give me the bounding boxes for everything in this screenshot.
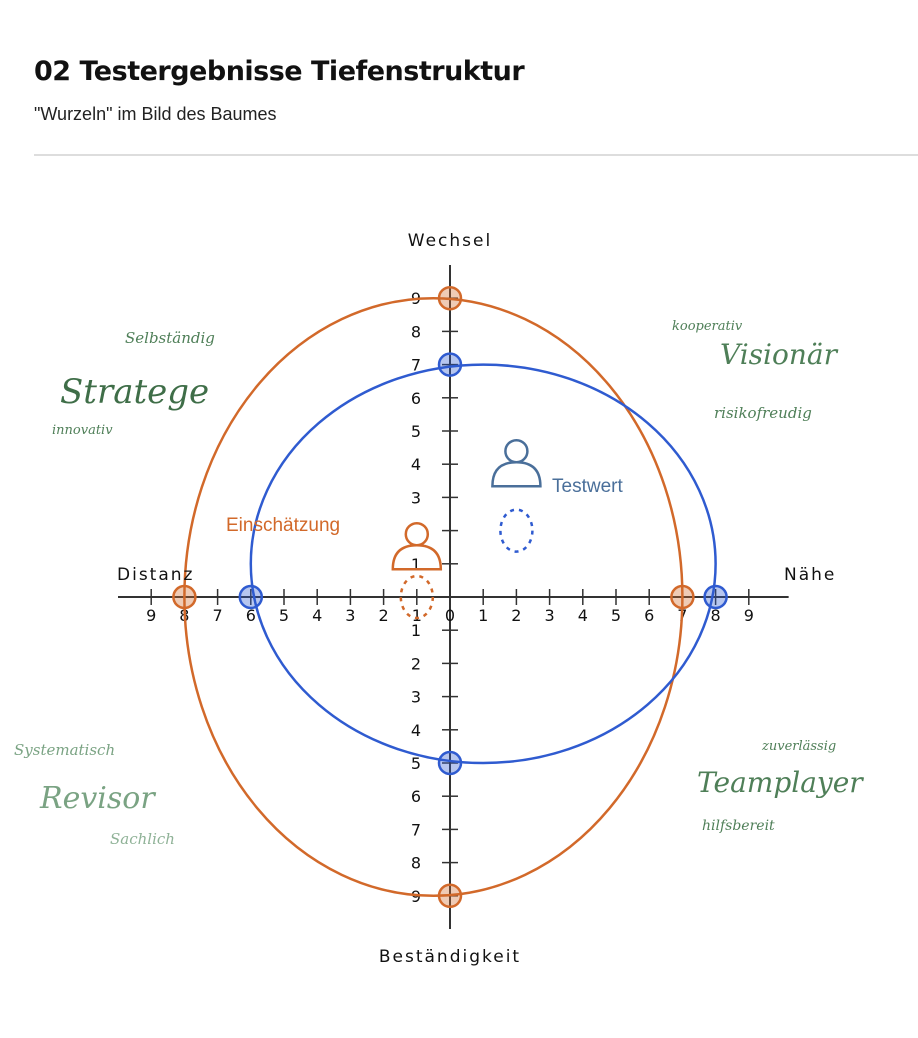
x-tick-label: 9 <box>744 606 754 625</box>
y-tick-label: 6 <box>411 787 421 806</box>
einschaetzung-person-icon <box>404 521 430 547</box>
einschaetzung-ellipse <box>183 296 684 898</box>
x-tick-label: 3 <box>545 606 555 625</box>
x-tick-label: 1 <box>412 606 422 625</box>
y-tick-label: 7 <box>411 820 421 839</box>
quadrant-tr-sub1: kooperativ <box>672 319 743 334</box>
x-tick-label: 6 <box>246 606 256 625</box>
y-tick-label: 2 <box>411 654 421 673</box>
testwert-intercept-marker <box>238 584 264 610</box>
y-tick-label: 7 <box>411 356 421 375</box>
x-tick-label: 9 <box>146 606 156 625</box>
quadrant-tl-sub2: innovativ <box>52 423 113 438</box>
einschaetzung-intercept-marker <box>437 285 463 311</box>
ellipses <box>172 285 728 909</box>
x-tick-label: 8 <box>711 606 721 625</box>
y-tick-label: 8 <box>411 322 421 341</box>
quadrant-tr-sub2: risikofreudig <box>714 404 812 422</box>
x-tick-label: 1 <box>478 606 488 625</box>
y-tick-label: 5 <box>411 754 421 773</box>
quadrant-tl-main: Stratege <box>60 372 209 412</box>
x-tick-label: 0 <box>445 606 455 625</box>
x-tick-label: 7 <box>213 606 223 625</box>
x-tick-label: 4 <box>578 606 588 625</box>
testwert-ellipse <box>249 363 717 765</box>
quadrant-bl-sub2: Sachlich <box>110 830 175 848</box>
y-tick-label: 4 <box>411 455 421 474</box>
einschaetzung-person-body-icon <box>391 543 443 571</box>
testwert-point-marker <box>499 508 534 553</box>
y-tick-label: 8 <box>411 854 421 873</box>
axis-label-top: Wechsel <box>408 231 492 251</box>
quadrant-bl-sub1: Systematisch <box>14 741 115 759</box>
x-tick-label: 3 <box>345 606 355 625</box>
einschaetzung-intercept-marker <box>437 883 463 909</box>
einschaetzung-label: Einschätzung <box>226 515 340 536</box>
axis-label-right: Nähe <box>784 565 836 585</box>
quadrant-br-main: Teamplayer <box>697 766 864 799</box>
page-subtitle: "Wurzeln" im Bild des Baumes <box>34 104 277 124</box>
x-tick-label: 2 <box>379 606 389 625</box>
page-title: 02 Testergebnisse Tiefenstruktur <box>34 56 525 87</box>
axis-label-left: Distanz <box>117 565 194 585</box>
einschaetzung-point-marker <box>399 574 435 620</box>
testwert-intercept-marker <box>703 584 728 610</box>
x-tick-label: 5 <box>611 606 621 625</box>
testwert-label: Testwert <box>552 476 623 497</box>
quadrant-bl-main: Revisor <box>39 781 156 816</box>
y-tick-label: 4 <box>411 721 421 740</box>
x-tick-label: 6 <box>644 606 654 625</box>
quadrant-tl-sub1: Selbständig <box>125 329 215 347</box>
quadrant-br-sub1: zuverlässig <box>761 739 836 754</box>
y-tick-label: 6 <box>411 389 421 408</box>
y-tick-label: 3 <box>411 488 421 507</box>
divider <box>34 154 918 156</box>
testwert-person-icon <box>504 438 529 464</box>
y-tick-label: 5 <box>411 422 421 441</box>
einschaetzung-intercept-marker <box>670 584 695 610</box>
testwert-intercept-marker <box>437 750 463 776</box>
x-tick-label: 2 <box>511 606 521 625</box>
testwert-intercept-marker <box>437 352 463 377</box>
quadrant-br-sub2: hilfsbereit <box>702 818 775 834</box>
testwert-person-body-icon <box>491 460 542 488</box>
x-tick-label: 5 <box>279 606 289 625</box>
y-tick-label: 3 <box>411 688 421 707</box>
x-tick-label: 4 <box>312 606 322 625</box>
y-tick-label: 1 <box>411 621 421 640</box>
axis-label-bottom: Beständigkeit <box>379 947 521 967</box>
y-tick-label: 1 <box>411 555 421 574</box>
einschaetzung-intercept-marker <box>172 584 197 610</box>
quadrant-tr-main: Visionär <box>720 338 839 371</box>
